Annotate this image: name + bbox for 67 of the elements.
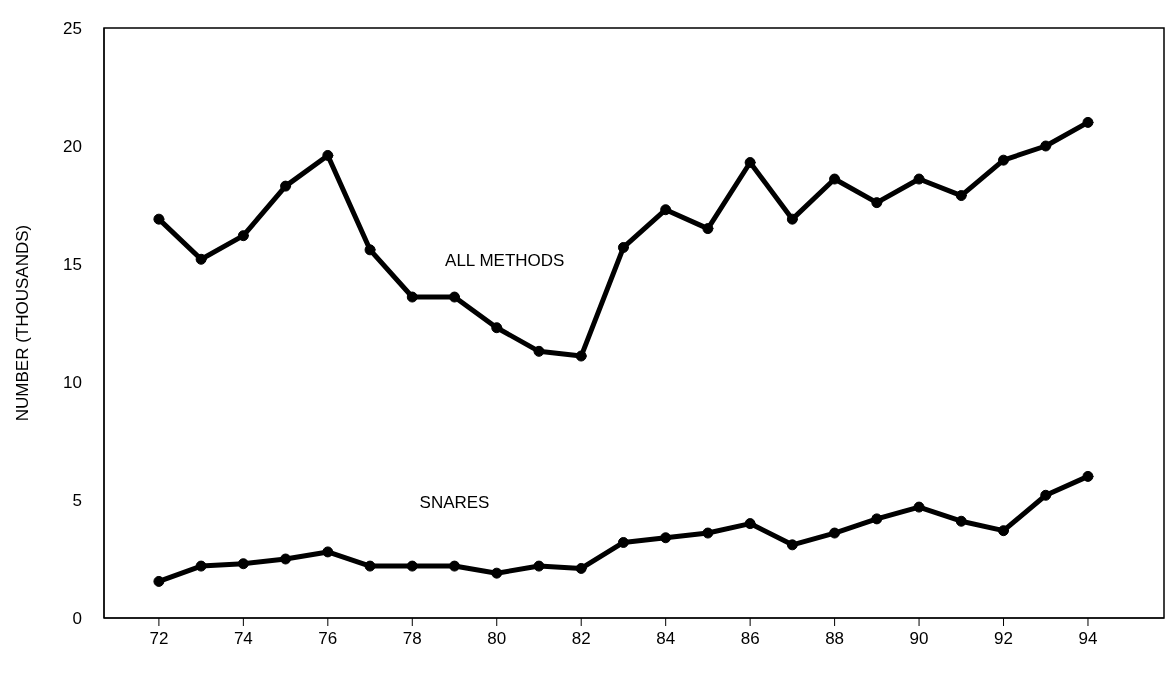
point	[702, 223, 714, 235]
point	[280, 180, 292, 192]
point	[364, 244, 376, 256]
point	[1040, 140, 1052, 152]
point	[449, 560, 461, 572]
point	[237, 558, 249, 570]
point	[617, 536, 629, 548]
x-tick-label: 82	[571, 629, 591, 649]
point	[871, 513, 883, 525]
point	[617, 241, 629, 253]
point	[364, 560, 376, 572]
point	[575, 562, 587, 574]
point	[406, 291, 418, 303]
point	[660, 532, 672, 544]
point	[322, 149, 334, 161]
y-tick-label: 25	[63, 19, 82, 39]
point	[744, 518, 756, 530]
text: SNARES	[419, 493, 490, 513]
point	[1082, 470, 1094, 482]
point	[786, 213, 798, 225]
point	[280, 553, 292, 565]
point	[998, 154, 1010, 166]
point	[1040, 489, 1052, 501]
point	[829, 173, 841, 185]
point	[491, 322, 503, 334]
x-tick-label: 88	[825, 629, 845, 649]
point	[491, 567, 503, 579]
point	[195, 560, 207, 572]
point	[322, 546, 334, 558]
y-tick-label: 10	[63, 373, 82, 393]
point	[744, 157, 756, 169]
point	[449, 291, 461, 303]
point	[533, 560, 545, 572]
x-tick-label: 84	[656, 629, 676, 649]
point	[406, 560, 418, 572]
x-tick-label: 92	[994, 629, 1013, 649]
point	[153, 575, 165, 587]
x-tick-label: 74	[233, 629, 253, 649]
y-tick-label: 5	[72, 491, 82, 511]
y-tick-label: 20	[63, 137, 82, 157]
point	[913, 173, 925, 185]
series-label: ALL METHODS	[445, 250, 565, 270]
point	[829, 527, 841, 539]
x-tick-label: 86	[740, 629, 760, 649]
x-tick-label: 90	[909, 629, 929, 649]
point	[195, 253, 207, 265]
point	[660, 204, 672, 216]
point	[1082, 116, 1094, 128]
point	[998, 525, 1010, 537]
point	[237, 230, 249, 242]
x-tick-label: 80	[487, 629, 507, 649]
point	[955, 190, 967, 202]
point	[955, 515, 967, 527]
point	[575, 350, 587, 362]
y-tick-label: 0	[72, 609, 82, 629]
point	[533, 345, 545, 357]
point	[153, 213, 165, 225]
y-tick-label: 15	[63, 255, 82, 275]
x-tick-label: 94	[1078, 629, 1098, 649]
x-tick-label: 72	[149, 629, 169, 649]
point	[702, 527, 714, 539]
point	[871, 197, 883, 209]
point	[913, 501, 925, 513]
x-tick-label: 78	[402, 629, 422, 649]
point	[786, 539, 798, 551]
y-axis-title: NUMBER (THOUSANDS)	[13, 224, 33, 422]
x-tick-label: 76	[318, 629, 338, 649]
